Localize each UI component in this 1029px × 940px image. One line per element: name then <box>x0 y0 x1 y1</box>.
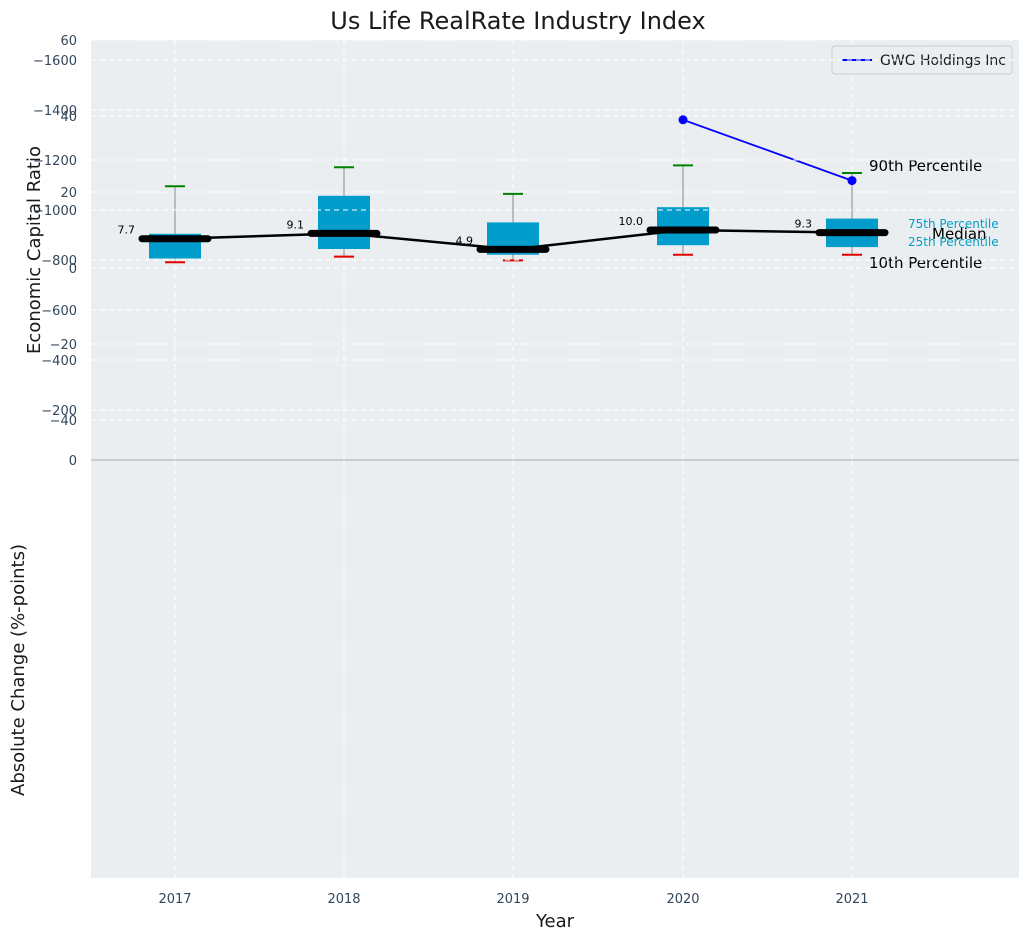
bottom-y-axis-label: Absolute Change (%-points) <box>8 544 29 796</box>
gwg-point <box>678 115 688 125</box>
bottom-grid <box>91 59 1019 878</box>
gwg-series <box>678 115 857 186</box>
iqr-box <box>318 195 370 249</box>
top-y-ticks: 60 40 20 0 −20 −40 <box>50 34 77 429</box>
x-tick-label: 2020 <box>666 892 699 907</box>
annotation-25th: 25th Percentile <box>908 235 999 249</box>
y-tick-label: −800 <box>41 254 77 269</box>
median-data-label: 9.3 <box>795 218 813 231</box>
y-tick-label: 0 <box>69 262 77 277</box>
x-tick-label: 2021 <box>835 892 868 907</box>
annotation-median: Median <box>932 225 987 243</box>
y-tick-label: −600 <box>41 304 77 319</box>
y-tick-label: −1200 <box>33 154 77 169</box>
top-y-axis-label: Economic Capital Ratio <box>24 146 45 354</box>
median-data-label: 9.1 <box>287 218 305 231</box>
y-tick-label: −1600 <box>33 54 77 69</box>
y-tick-label: −20 <box>50 338 77 353</box>
gwg-line <box>682 118 853 182</box>
annotation-90th: 90th Percentile <box>869 157 982 175</box>
x-ticks: 2017 2018 2019 2020 2021 <box>158 892 868 907</box>
chart-title: Us Life RealRate Industry Index <box>330 7 705 35</box>
top-plot-background <box>91 40 1019 460</box>
y-tick-label: −1400 <box>33 104 77 119</box>
y-tick-label: −1000 <box>33 204 77 219</box>
y-tick-label: 60 <box>60 34 77 49</box>
x-tick-label: 2019 <box>496 892 529 907</box>
median-trend-line <box>174 228 853 251</box>
bottom-plot-background <box>91 460 1019 878</box>
y-tick-label: −400 <box>41 354 77 369</box>
x-tick-label: 2018 <box>327 892 360 907</box>
median-data-label: 7.7 <box>118 224 136 237</box>
y-tick-label: 20 <box>60 186 77 201</box>
y-tick-label: −40 <box>50 414 77 429</box>
bottom-panel: 0−200−400−600−800−1000−1200−1400−1600 Ab… <box>8 54 1019 878</box>
y-tick-label: 40 <box>60 110 77 125</box>
gwg-point <box>847 176 857 186</box>
x-axis-label: Year <box>535 911 575 932</box>
bottom-y-ticks: 0−200−400−600−800−1000−1200−1400−1600 <box>33 54 77 469</box>
annotation-10th: 10th Percentile <box>869 254 982 272</box>
y-tick-label: −200 <box>41 404 77 419</box>
legend-label-gwg: GWG Holdings Inc <box>880 53 1006 69</box>
percentile-annotations: 90th Percentile 75th Percentile Median 2… <box>869 157 999 272</box>
annotation-75th: 75th Percentile <box>908 217 999 231</box>
median-data-label: 10.0 <box>619 215 644 228</box>
median-trend <box>174 228 853 251</box>
y-tick-label: 0 <box>69 454 77 469</box>
iqr-box <box>657 207 709 246</box>
x-tick-label: 2017 <box>158 892 191 907</box>
